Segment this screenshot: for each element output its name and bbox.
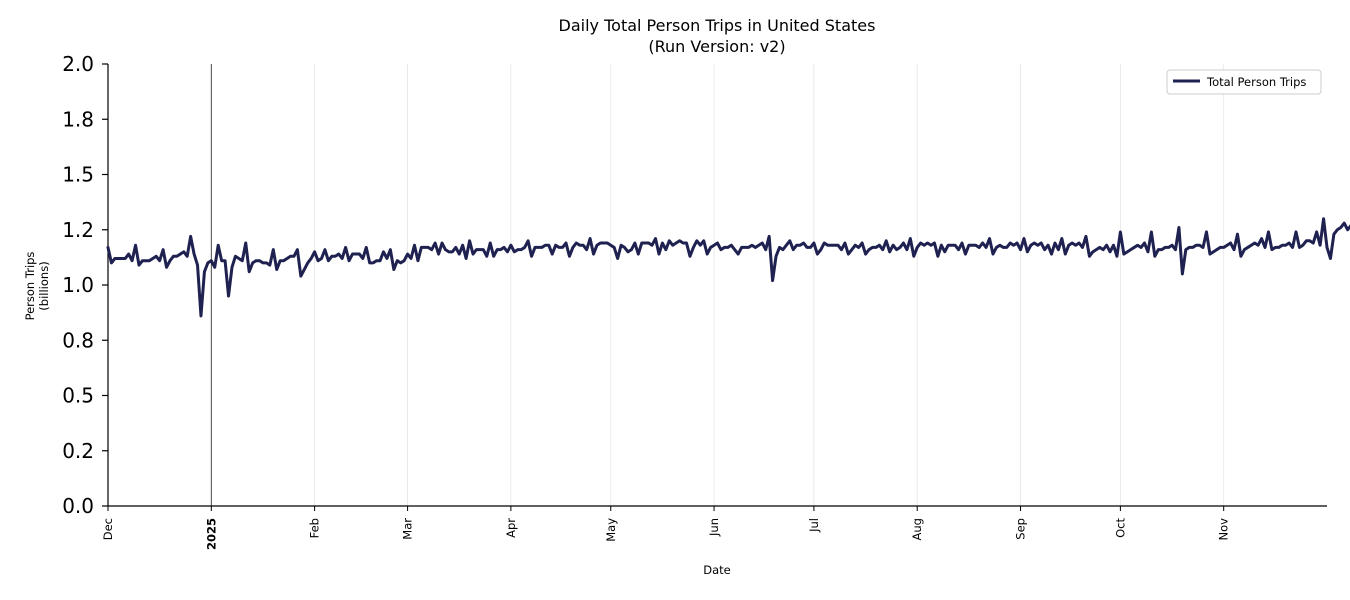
y-axis-label: Person Trips (23, 252, 37, 321)
y-tick-label: 0.8 (62, 328, 94, 352)
x-tick-label: 2025 (204, 518, 218, 550)
chart-subtitle: (Run Version: v2) (648, 37, 785, 56)
x-tick-label: Nov (1217, 518, 1231, 541)
y-tick-label: 0.0 (62, 494, 94, 518)
legend-box (1166, 69, 1322, 95)
series-line-total-person-trips (106, 217, 1350, 318)
y-axis-ticks: 0.0 0.2 0.5 0.8 1.0 1.2 1.5 1.8 2.0 (62, 52, 108, 518)
x-tick-label: Jun (707, 518, 721, 537)
x-tick-label: Oct (1113, 518, 1127, 538)
x-axis-label: Date (703, 563, 731, 577)
x-tick-label: Sep (1014, 518, 1028, 540)
chart-title: Daily Total Person Trips in United State… (559, 16, 876, 35)
x-tick-label: Jul (807, 518, 821, 533)
y-axis-label-unit: (billions) (37, 261, 51, 310)
x-tick-label: Apr (504, 518, 518, 538)
x-tick-label: May (604, 518, 618, 542)
y-tick-label: 0.2 (62, 439, 94, 463)
x-gridlines (314, 64, 1225, 506)
y-tick-label: 0.5 (62, 384, 94, 408)
x-tick-label: Feb (308, 518, 322, 538)
x-tick-label: Dec (101, 518, 115, 540)
x-tick-label: Mar (401, 518, 415, 540)
x-tick-label: Aug (910, 518, 924, 540)
y-tick-label: 1.5 (62, 163, 94, 187)
y-tick-label: 2.0 (62, 52, 94, 76)
y-tick-label: 1.2 (62, 218, 94, 242)
y-tick-label: 1.0 (62, 273, 94, 297)
legend: Total Person Trips (1166, 69, 1322, 95)
legend-label: Total Person Trips (1206, 75, 1306, 89)
y-tick-label: 1.8 (62, 107, 94, 131)
x-axis-ticks: Dec 2025 Feb Mar Apr May Jun Jul Aug Sep Oct Nov (101, 506, 1231, 550)
